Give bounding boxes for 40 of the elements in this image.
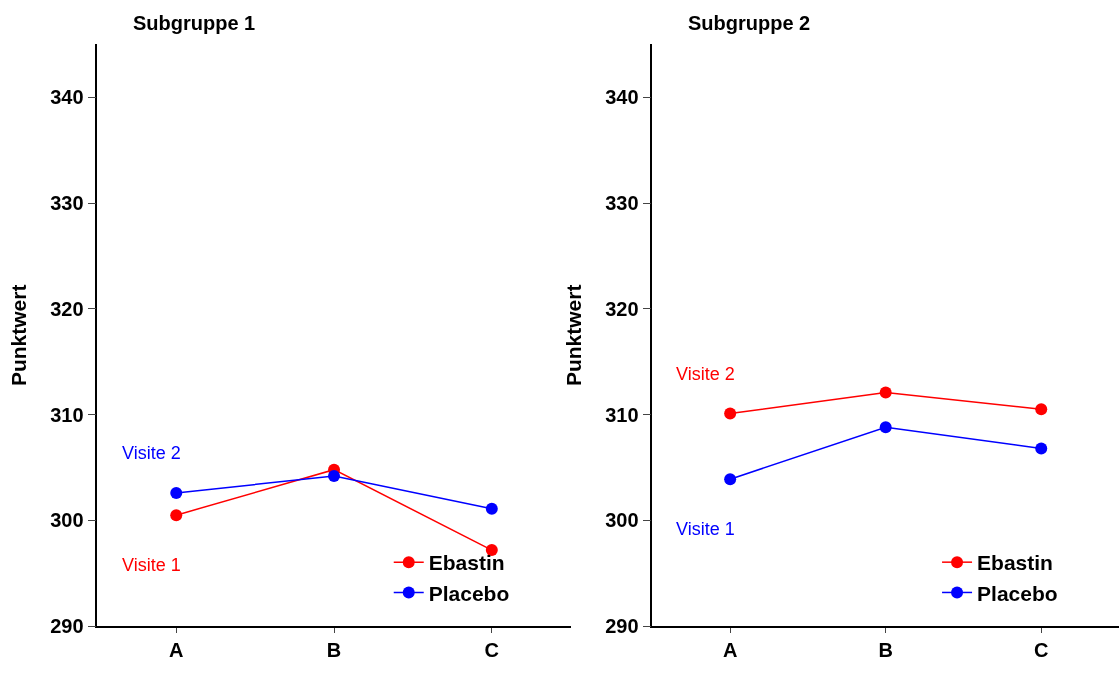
y-tick-label: 310	[605, 403, 639, 426]
y-tick-label: 320	[50, 297, 84, 320]
y-tick-label: 300	[605, 509, 639, 532]
legend-label: Placebo	[977, 581, 1058, 605]
y-tick-label: 330	[605, 192, 639, 215]
point	[724, 473, 737, 486]
y-tick-label: 340	[605, 86, 639, 109]
x-tick-label: B	[878, 639, 893, 661]
x-tick-label: B	[326, 639, 342, 661]
x-tick-label: C	[1034, 639, 1049, 661]
point	[879, 421, 892, 434]
annotation: Visite 2	[676, 364, 735, 384]
annotation: Visite 1	[122, 555, 181, 575]
y-tick-label: 340	[50, 86, 84, 109]
point	[724, 407, 737, 420]
point	[879, 386, 892, 399]
point	[328, 470, 341, 483]
point	[1035, 403, 1048, 416]
legend-label: Ebastin	[428, 551, 505, 575]
y-tick-label: 300	[50, 509, 84, 532]
y-tick-label: 310	[50, 403, 84, 426]
y-axis-title: Punktwert	[6, 284, 30, 387]
y-tick-label: 320	[605, 297, 639, 320]
y-tick-label: 330	[50, 192, 84, 215]
x-tick-label: C	[484, 639, 500, 661]
y-tick-label: 290	[50, 615, 84, 638]
legend-label: Placebo	[428, 581, 510, 605]
chart-title: Subgruppe 1	[133, 12, 256, 34]
chart-title: Subgruppe 2	[688, 12, 811, 34]
y-tick-label: 290	[605, 615, 639, 638]
point	[1035, 442, 1048, 455]
point	[170, 486, 183, 499]
point	[170, 509, 183, 522]
x-tick-label: A	[722, 639, 738, 661]
annotation: Visite 2	[122, 443, 181, 463]
annotation: Visite 1	[676, 519, 735, 539]
x-tick-label: A	[169, 639, 184, 661]
point	[485, 502, 498, 515]
y-axis-title: Punktwert	[561, 284, 585, 387]
legend-label: Ebastin	[977, 551, 1053, 575]
